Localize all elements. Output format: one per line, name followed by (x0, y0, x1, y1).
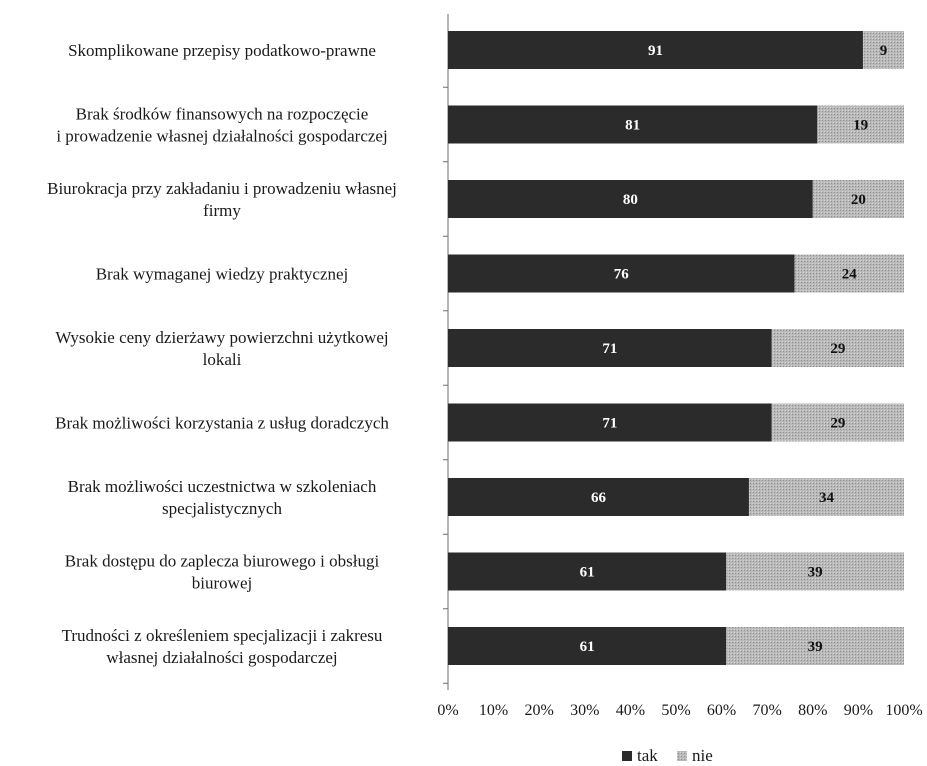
category-label-line: własnej działalności gospodarczej (106, 648, 337, 667)
data-label-nie: 34 (819, 490, 835, 506)
x-tick-label: 70% (753, 702, 782, 719)
category-label: Brak środków finansowych na rozpoczęcie i… (56, 105, 387, 146)
data-label-nie: 39 (808, 639, 823, 655)
category-label-line: biurowej (192, 574, 252, 593)
category-label-line: Brak możliwości korzystania z usług dora… (55, 414, 389, 433)
data-label-nie: 9 (880, 43, 888, 59)
legend-swatch-nie (677, 751, 687, 761)
data-label-nie: 24 (842, 267, 858, 283)
data-label-nie: 39 (808, 565, 823, 581)
category-label: Brak możliwości korzystania z usług dora… (55, 414, 389, 433)
data-label-tak: 71 (602, 416, 617, 432)
data-label-nie: 19 (853, 118, 868, 134)
bar-nie (726, 552, 904, 591)
bar-nie (812, 180, 904, 218)
bar-nie (771, 403, 904, 442)
data-label-tak: 61 (580, 565, 595, 581)
data-label-tak: 81 (625, 118, 640, 134)
category-label-line: Trudności z określeniem specjalizacji i … (62, 626, 383, 645)
data-label-tak: 80 (623, 192, 638, 208)
data-label-nie: 29 (830, 416, 845, 432)
category-label-line: lokali (203, 350, 242, 369)
data-label-tak: 71 (602, 341, 617, 357)
category-label: Biurokracja przy zakładaniu i prowadzeni… (47, 179, 397, 220)
legend-swatch-tak (622, 751, 632, 761)
category-label: Brak wymaganej wiedzy praktycznej (96, 265, 349, 284)
axes (443, 14, 449, 690)
bar-tak (448, 180, 813, 218)
category-label-line: Brak wymaganej wiedzy praktycznej (96, 265, 349, 284)
bar-nie (817, 105, 904, 144)
bar-tak (448, 403, 772, 442)
x-tick-label: 40% (616, 702, 645, 719)
x-tick-label: 100% (885, 702, 922, 719)
category-label: Brak dostępu do zaplecza biurowego i obs… (65, 552, 380, 593)
category-label-line: i prowadzenie własnej działalności gospo… (56, 127, 387, 146)
category-label-line: Brak dostępu do zaplecza biurowego i obs… (65, 552, 380, 571)
bar-tak (448, 478, 749, 516)
x-tick-label: 50% (661, 702, 690, 719)
category-label-line: firmy (203, 201, 241, 220)
legend-label-nie: nie (692, 746, 713, 765)
data-label-tak: 66 (591, 490, 607, 506)
bar-tak (448, 105, 818, 144)
bar-tak (448, 329, 772, 367)
category-label-line: Biurokracja przy zakładaniu i prowadzeni… (47, 179, 397, 198)
category-label: Skomplikowane przepisy podatkowo-prawne (68, 41, 376, 60)
bar-tak (448, 31, 863, 69)
category-label: Wysokie ceny dzierżawy powierzchni użytk… (55, 328, 388, 369)
category-labels: Skomplikowane przepisy podatkowo-prawne B… (47, 41, 397, 667)
data-label-tak: 76 (614, 267, 630, 283)
x-axis-tick-labels: 0% 10% 20% 30% 40% 50% 60% 70% 80% 90% 100% (437, 702, 922, 719)
bar-tak (448, 627, 727, 665)
x-tick-label: 80% (798, 702, 827, 719)
category-label: Trudności z określeniem specjalizacji i … (62, 626, 383, 667)
data-label-tak: 61 (580, 639, 595, 655)
bar-nie (748, 478, 904, 516)
legend-label-tak: tak (637, 746, 658, 765)
category-label: Brak możliwości uczestnictwa w szkolenia… (68, 477, 377, 518)
category-label-line: Wysokie ceny dzierżawy powierzchni użytk… (55, 328, 388, 347)
x-tick-label: 20% (525, 702, 554, 719)
category-label-line: Brak możliwości uczestnictwa w szkolenia… (68, 477, 377, 496)
category-label-line: Skomplikowane przepisy podatkowo-prawne (68, 41, 376, 60)
legend: tak nie (622, 746, 713, 765)
bar-nie (862, 31, 904, 69)
x-tick-label: 30% (570, 702, 599, 719)
x-tick-label: 90% (844, 702, 873, 719)
x-tick-label: 60% (707, 702, 736, 719)
bars: 91 9 81 19 80 20 76 24 71 29 71 29 66 34 61 39 61 39 (448, 31, 904, 665)
x-tick-label: 10% (479, 702, 508, 719)
data-label-nie: 29 (830, 341, 845, 357)
data-label-nie: 20 (851, 192, 866, 208)
bar-nie (771, 329, 904, 367)
bar-nie (794, 254, 904, 293)
bar-nie (726, 627, 904, 665)
bar-tak (448, 254, 795, 293)
category-label-line: Brak środków finansowych na rozpoczęcie (76, 105, 369, 124)
data-label-tak: 91 (648, 43, 663, 59)
category-label-line: specjalistycznych (162, 499, 282, 518)
x-tick-label: 0% (437, 702, 458, 719)
bar-tak (448, 552, 727, 591)
